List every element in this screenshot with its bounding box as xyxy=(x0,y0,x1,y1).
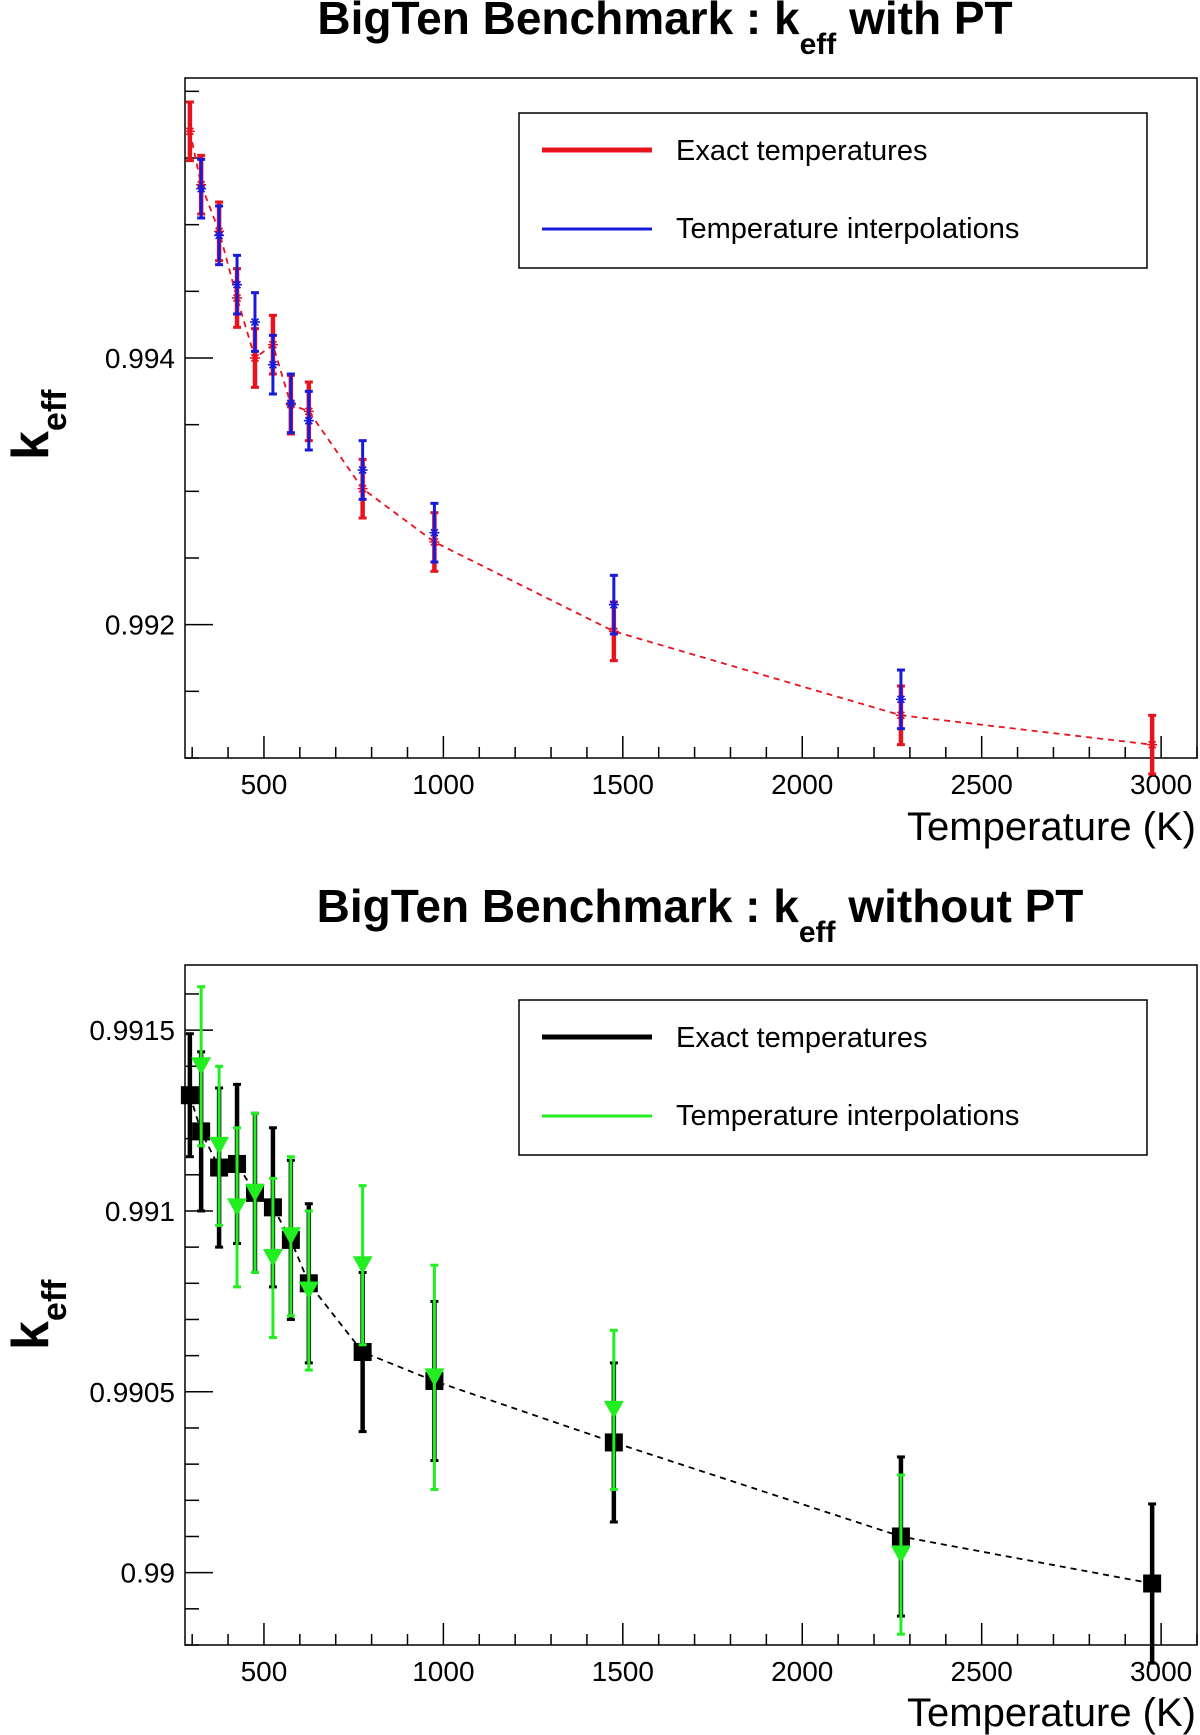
plot-frame xyxy=(184,964,1198,1646)
data-point xyxy=(424,1368,445,1387)
x-tick-label: 500 xyxy=(241,1656,288,1687)
data-point xyxy=(214,230,225,241)
data-point xyxy=(180,1086,199,1105)
chart-with-pt: BigTen Benchmark : keff with PT keff Tem… xyxy=(2,0,1198,849)
data-point xyxy=(890,1545,911,1564)
data-point xyxy=(227,1198,248,1217)
legend-label-interpolations: Temperature interpolations xyxy=(676,1100,1019,1132)
data-point xyxy=(232,279,243,290)
x-tick-label: 2500 xyxy=(951,1656,1013,1687)
data-point xyxy=(249,353,260,363)
data-point xyxy=(353,1343,372,1362)
data-point xyxy=(267,359,278,370)
data-point xyxy=(244,1183,265,1202)
x-axis-title: Temperature (K) xyxy=(907,805,1196,849)
data-point xyxy=(285,398,296,409)
data-point xyxy=(352,1256,373,1275)
x-tick-label: 2000 xyxy=(771,1656,833,1687)
x-tick-label: 2000 xyxy=(771,769,833,800)
data-point xyxy=(298,1281,319,1300)
legend-label-exact: Exact temperatures xyxy=(676,135,927,167)
data-point xyxy=(196,183,207,194)
x-tick-label: 1500 xyxy=(592,769,654,800)
data-point xyxy=(608,599,619,610)
y-tick-label: 0.992 xyxy=(105,610,175,641)
x-tick-label: 3000 xyxy=(1130,769,1192,800)
chart-title: BigTen Benchmark : keff with PT xyxy=(317,0,1012,61)
x-tick-label: 1000 xyxy=(412,769,474,800)
y-axis-title: keff xyxy=(2,389,74,460)
y-tick-label: 0.99 xyxy=(121,1558,176,1589)
data-point xyxy=(280,1227,301,1246)
data-point xyxy=(357,465,368,475)
x-tick-label: 500 xyxy=(241,769,288,800)
plot-area: 500 1000 1500 2000 2500 3000 0.9915 0.991 0.9905… xyxy=(89,964,1198,1687)
plot-area: 500 1000 1500 2000 2500 3000 0.994 0.992 xyxy=(105,77,1198,800)
y-axis-title: keff xyxy=(2,1279,74,1350)
fit-line xyxy=(189,1094,1153,1585)
data-point xyxy=(1147,739,1158,750)
legend-label-interpolations: Temperature interpolations xyxy=(676,213,1019,245)
x-tick-label: 3000 xyxy=(1130,1656,1192,1687)
y-tick-label: 0.9905 xyxy=(89,1377,175,1408)
data-point xyxy=(303,415,314,426)
x-tick-label: 2500 xyxy=(951,769,1013,800)
y-tick-label: 0.9915 xyxy=(89,1015,175,1046)
x-axis-title: Temperature (K) xyxy=(907,1691,1196,1735)
legend: Exact temperatures Temperature interpola… xyxy=(518,999,1148,1156)
x-tick-label: 1500 xyxy=(592,1656,654,1687)
data-point xyxy=(895,694,906,705)
y-tick-label: 0.991 xyxy=(105,1196,175,1227)
legend-box xyxy=(518,999,1148,1156)
legend: Exact temperatures Temperature interpola… xyxy=(518,112,1148,269)
data-point xyxy=(429,527,440,538)
chart-title: BigTen Benchmark : keff without PT xyxy=(317,880,1084,949)
data-point xyxy=(191,1057,212,1076)
data-point xyxy=(249,317,260,327)
data-point xyxy=(262,1248,283,1267)
x-tick-label: 1000 xyxy=(412,1656,474,1687)
data-point xyxy=(603,1400,624,1419)
data-point xyxy=(1143,1574,1162,1593)
legend-label-exact: Exact temperatures xyxy=(676,1022,927,1054)
plot-frame xyxy=(184,77,1198,759)
data-point xyxy=(184,126,195,137)
y-tick-label: 0.994 xyxy=(105,343,175,374)
chart-without-pt: BigTen Benchmark : keff without PT keff … xyxy=(2,880,1198,1735)
data-point xyxy=(209,1136,230,1155)
legend-box xyxy=(518,112,1148,269)
series-1 xyxy=(191,985,911,1636)
series-1 xyxy=(196,157,906,731)
